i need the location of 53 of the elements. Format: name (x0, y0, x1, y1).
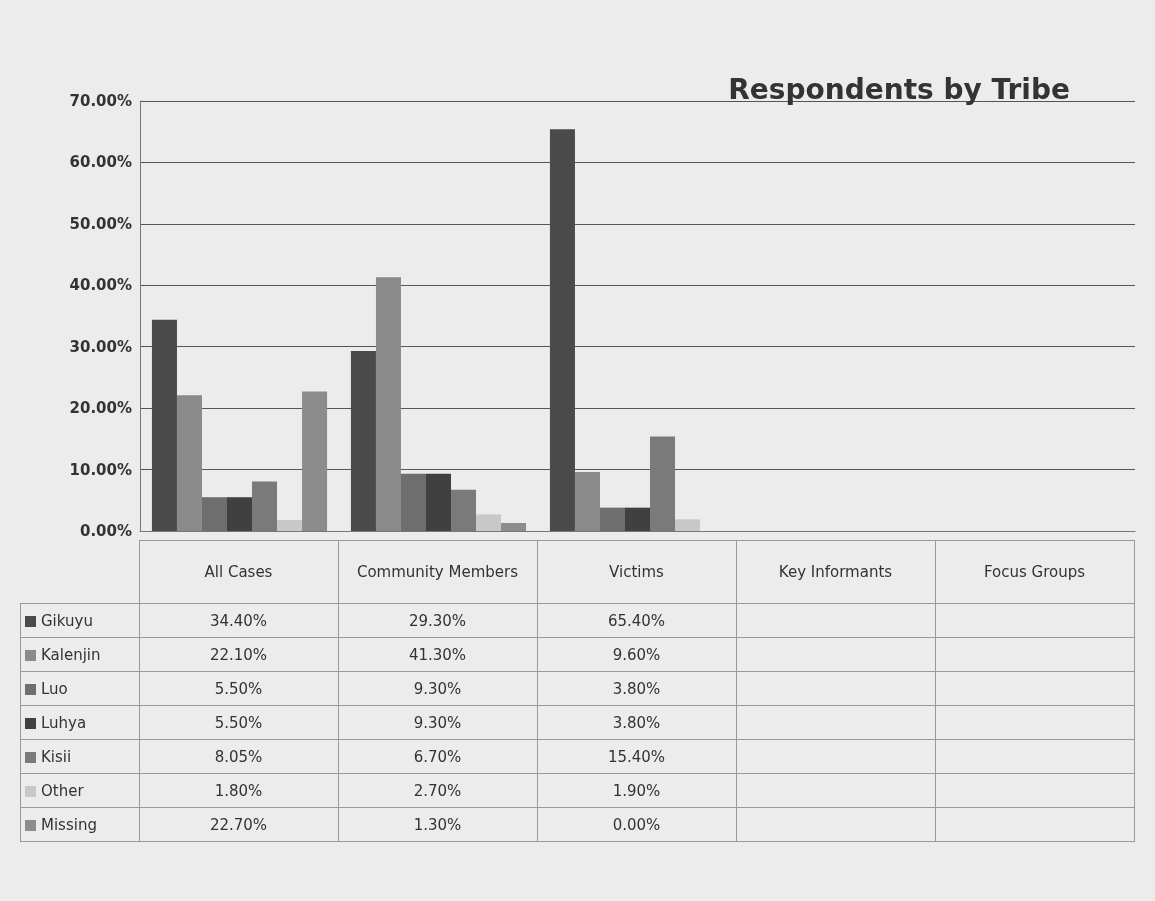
data-label: 8.05% (139, 739, 338, 774)
data-label: 1.80% (139, 773, 338, 808)
data-label: 5.50% (139, 671, 338, 706)
y-tick-label: 50.00% (69, 214, 132, 233)
bar (476, 514, 502, 531)
data-label: 34.40% (139, 603, 338, 638)
data-label: 22.70% (139, 807, 338, 842)
data-label: 22.10% (139, 637, 338, 672)
bar (675, 519, 701, 531)
y-tick-label: 40.00% (69, 276, 132, 295)
data-label: 15.40% (537, 739, 736, 774)
data-label: 65.40% (537, 603, 736, 638)
bar (226, 497, 253, 531)
data-label: 6.70% (338, 739, 537, 774)
data-label: 3.80% (537, 705, 736, 740)
data-label: 2.70% (338, 773, 537, 808)
data-label: 1.30% (338, 807, 537, 842)
legend-label: Kisii (20, 739, 139, 774)
y-tick-label: 70.00% (69, 92, 132, 110)
legend-label: Kalenjin (20, 637, 139, 672)
y-tick-label: 30.00% (69, 337, 132, 356)
legend-label: Missing (20, 807, 139, 842)
data-label: 1.90% (537, 773, 736, 808)
data-label: 9.60% (537, 637, 736, 672)
y-tick-label: 0.00% (79, 522, 132, 540)
x-tick-label: Victims (537, 540, 736, 604)
y-tick-label: 20.00% (69, 399, 132, 418)
y-tick-label: 10.00% (69, 460, 132, 479)
x-tick-label: All Cases (139, 540, 338, 604)
bar (425, 473, 452, 531)
legend-label: Gikuyu (20, 603, 139, 638)
bar (302, 391, 328, 531)
bar (277, 519, 303, 531)
data-label: 3.80% (537, 671, 736, 706)
data-label: 9.30% (338, 671, 537, 706)
legend-label: Luo (20, 671, 139, 706)
bar (176, 395, 202, 531)
x-tick-label: Community Members (338, 540, 537, 604)
bar (574, 472, 600, 531)
data-label: 41.30% (338, 637, 537, 672)
chart-title: Respondents by Tribe (728, 72, 1070, 106)
bar (375, 277, 401, 531)
y-tick-label: 60.00% (69, 153, 132, 172)
x-tick-label: Key Informants (736, 540, 935, 604)
x-tick-label: Focus Groups (935, 540, 1134, 604)
data-label: 9.30% (338, 705, 537, 740)
legend-label: Other (20, 773, 139, 808)
bar (624, 507, 651, 531)
data-label: 29.30% (338, 603, 537, 638)
data-label: 5.50% (139, 705, 338, 740)
data-label: 0.00% (537, 807, 736, 842)
bar (501, 523, 527, 531)
legend-label: Luhya (20, 705, 139, 740)
